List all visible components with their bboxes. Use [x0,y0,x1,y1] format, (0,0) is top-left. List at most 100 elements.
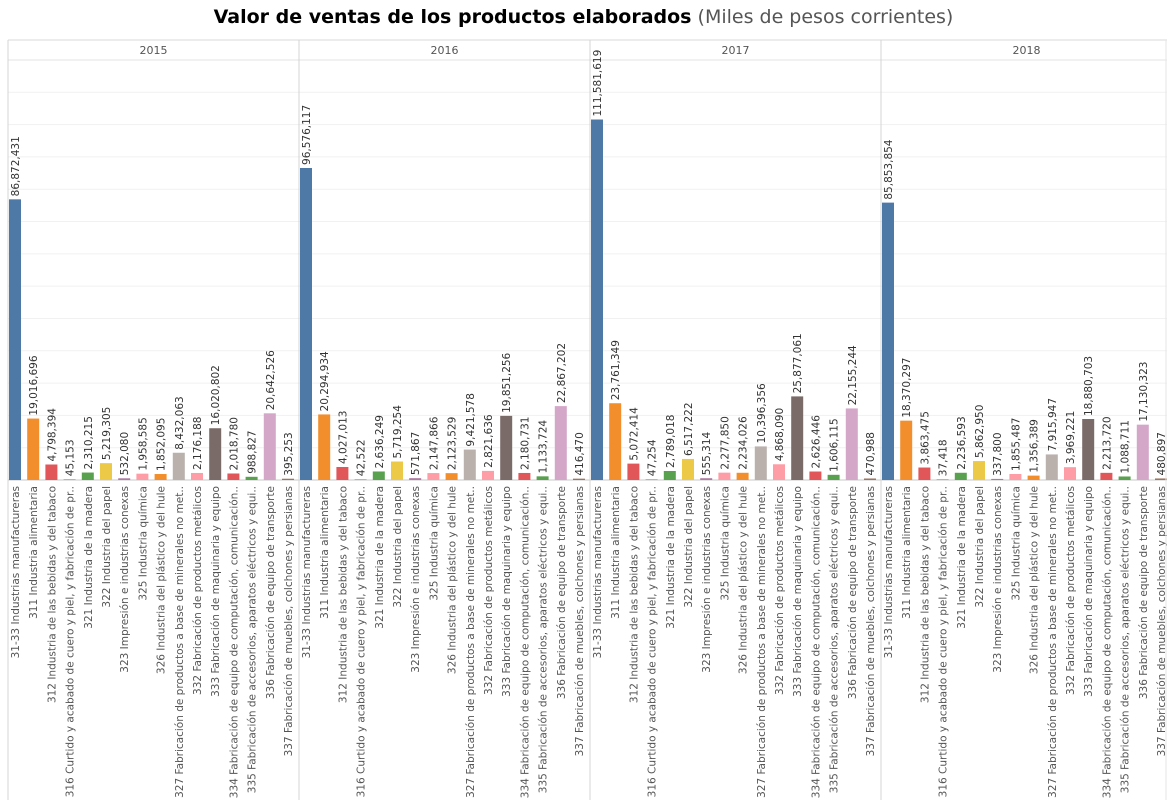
category-label: 336 Fabricación de equipo de transporte [847,486,859,699]
data-label: 1,088,711 [1120,420,1132,473]
data-label: 42,522 [356,439,368,476]
bar-2018-4 [954,472,967,480]
data-label: 16,020,802 [210,365,222,425]
data-label: 5,219,305 [101,407,113,460]
bar-2018-9 [1045,454,1058,480]
category-label: 334 Fabricación de equipo de computación… [519,486,531,798]
bar-2015-3 [63,479,76,480]
bar-2017-8 [736,472,749,480]
category-label: 321 Industria de la madera [374,486,386,629]
data-label: 22,155,244 [847,345,859,405]
category-label: 326 Industria del plástico y del hule [1029,486,1041,674]
category-label: 336 Fabricación de equipo de transporte [556,486,568,699]
bar-2018-12 [1100,472,1113,480]
category-label: 327 Fabricación de productos a base de m… [465,486,477,798]
data-label: 2,310,215 [83,416,95,469]
bar-2016-11 [500,415,513,480]
category-label: 323 Impresión e industrias conexas [119,486,131,673]
bar-2015-2 [45,464,58,480]
data-label: 2,018,780 [228,417,240,470]
data-label: 45,153 [65,439,77,476]
chart-subtitle: (Miles de pesos corrientes) [697,6,954,28]
panel-header-2015: 2015 [140,44,168,57]
category-label: 325 Industria química [1010,486,1022,601]
bar-2015-12 [227,473,240,480]
category-label: 323 Impresión e industrias conexas [410,486,422,673]
category-label: 322 Industria del papel [101,486,113,608]
data-label: 5,719,254 [392,405,404,459]
data-label: 1,852,095 [156,418,168,471]
data-label: 85,853,854 [883,139,895,199]
category-label: 333 Fabricación de maquinaria y equipo [1083,486,1095,697]
data-label: 25,877,061 [792,333,804,393]
category-label: 311 Industria alimentaria [901,486,913,619]
data-label: 1,133,724 [538,420,550,474]
data-label: 3,969,221 [1065,411,1077,464]
data-label: 37,418 [938,439,950,476]
data-label: 1,606,115 [829,418,841,471]
bar-2016-7 [427,473,440,480]
category-label: 332 Fabricación de productos metálicos [774,486,786,695]
bar-2018-5 [973,461,985,480]
bar-2015-11 [209,428,222,480]
category-label: 336 Fabricación de equipo de transporte [1138,486,1150,699]
category-label: 311 Industria alimentaria [610,486,622,619]
category-label: 332 Fabricación de productos metálicos [483,486,495,695]
category-label: 321 Industria de la madera [665,486,677,629]
bar-2017-10 [773,464,785,480]
category-label: 337 Fabricación de muebles, colchones y … [865,486,877,756]
category-label: 322 Industria del papel [392,486,404,608]
bar-2017-3 [645,479,658,480]
bar-2018-1 [900,420,913,480]
bar-2015-7 [136,473,149,480]
data-label: 96,576,117 [301,105,313,165]
category-label: 31-33 Industrias manufactureras [592,486,604,658]
data-label: 4,798,394 [46,408,58,462]
data-label: 1,356,389 [1029,419,1041,472]
data-label: 5,862,950 [974,405,986,458]
bar-2015-1 [27,418,40,480]
category-label: 327 Fabricación de productos a base de m… [174,486,186,798]
category-label: 323 Impresión e industrias conexas [701,486,713,673]
category-label: 327 Fabricación de productos a base de m… [756,486,768,798]
bar-2016-2 [336,466,349,480]
data-label: 6,517,222 [683,402,695,455]
category-label: 326 Industria del plástico y del hule [738,486,750,674]
data-label: 395,253 [283,432,295,475]
category-label: 31-33 Industrias manufactureras [301,486,313,658]
bar-2016-5 [391,461,403,480]
bar-2018-0 [882,202,894,480]
bar-2016-14 [554,406,567,480]
data-label: 18,880,703 [1083,356,1095,416]
bar-2017-13 [827,474,840,480]
bar-2015-10 [191,472,203,480]
category-label: 325 Industria química [719,486,731,601]
bar-2016-13 [536,476,549,480]
bar-2018-6 [991,478,1004,480]
bar-2015-13 [245,476,258,480]
bar-2017-14 [845,408,858,480]
data-label: 2,180,731 [519,417,531,470]
bar-2016-3 [354,479,367,480]
category-label: 321 Industria de la madera [956,486,968,629]
data-label: 4,868,090 [774,408,786,461]
data-label: 8,432,063 [174,396,186,449]
category-label: 333 Fabricación de maquinaria y equipo [210,486,222,697]
bar-2015-5 [100,463,112,480]
bar-2016-4 [372,471,385,480]
data-label: 20,294,934 [319,351,331,411]
bar-2018-3 [936,479,949,480]
category-label: 316 Curtido y acabado de cuero y piel, y… [647,486,659,797]
bar-2017-4 [663,470,676,480]
data-label: 2,176,188 [192,417,204,470]
data-label: 480,897 [1156,432,1167,475]
panel-header-2017: 2017 [722,44,750,57]
bar-2015-9 [172,452,185,480]
data-label: 47,254 [647,439,659,476]
category-label: 312 Industria de las bebidas y del tabac… [46,486,58,703]
category-label: 337 Fabricación de muebles, colchones y … [1156,486,1167,756]
category-label: 327 Fabricación de productos a base de m… [1047,486,1059,798]
data-label: 2,213,720 [1101,416,1113,469]
category-label: 333 Fabricación de maquinaria y equipo [792,486,804,697]
